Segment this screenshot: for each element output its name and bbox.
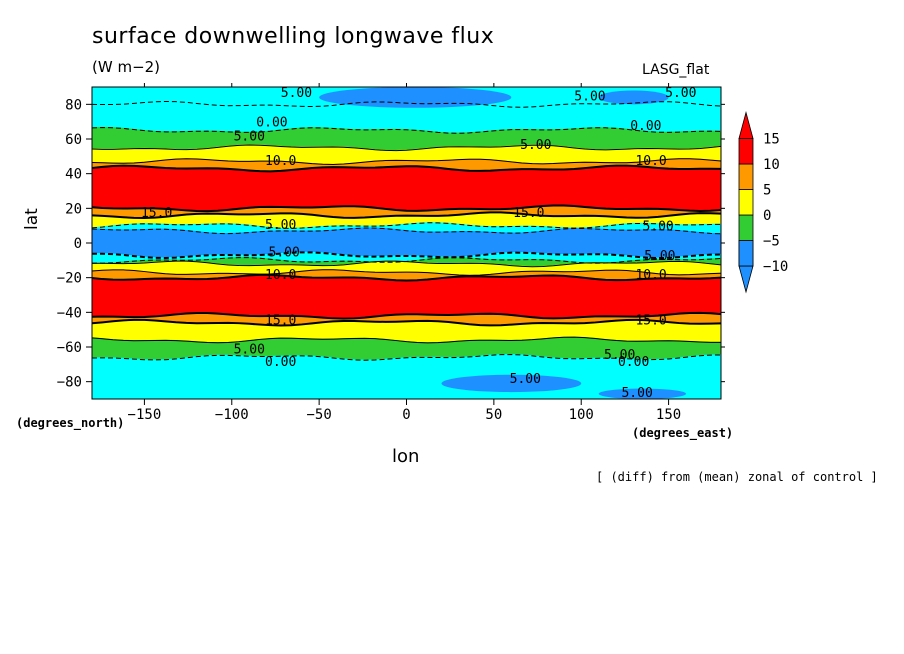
contour-label: 10.0 <box>265 268 296 283</box>
patch-fill <box>441 374 582 393</box>
band-fill <box>92 126 721 152</box>
patch-fill <box>319 87 512 108</box>
colorbar-label: 5 <box>763 183 771 199</box>
y-tick-label: −80 <box>57 375 82 391</box>
colorbar-extend-low <box>738 265 754 294</box>
colorbar-segment <box>738 214 754 241</box>
x-tick-label: 0 <box>402 407 410 423</box>
contour-label: 0.00 <box>256 116 287 131</box>
contour-label: 0.00 <box>618 355 649 370</box>
colorbar-label: −10 <box>763 259 788 275</box>
band-fill <box>92 227 721 259</box>
contour-label: 0.00 <box>265 355 296 370</box>
contour-line <box>92 260 721 268</box>
contour-label: 5.00 <box>665 86 696 101</box>
contour-label: 5.00 <box>574 90 605 105</box>
band-fill <box>92 165 721 212</box>
contour-line <box>92 127 721 134</box>
contour-label: 15.0 <box>265 313 296 328</box>
contour-label: 5.00 <box>269 246 300 261</box>
y-tick-label: −60 <box>57 340 82 356</box>
contour-line <box>92 269 721 276</box>
contour-line <box>92 273 721 282</box>
contour-label: 5.00 <box>621 386 652 401</box>
contour-line <box>92 336 721 344</box>
y-tick-label: 60 <box>65 132 82 148</box>
model-label: LASG_flat <box>642 62 710 78</box>
contour-line <box>92 204 721 213</box>
x-tick-label: −100 <box>215 407 249 423</box>
contour-label: 0.00 <box>630 119 661 134</box>
contour-line <box>92 251 721 260</box>
colorbar-label: 15 <box>763 132 780 148</box>
contour-label: 5.00 <box>644 249 675 264</box>
y-axis-units: (degrees_north) <box>16 416 125 430</box>
patch-fill <box>598 90 669 105</box>
contour-label: 5.00 <box>604 348 635 363</box>
footnote: [ (diff) from (mean) zonal of control ] <box>596 470 878 484</box>
x-tick-label: −50 <box>306 407 331 423</box>
contour-label: 5.00 <box>520 138 551 153</box>
y-tick-label: −20 <box>57 271 82 287</box>
colorbar-segment <box>738 138 754 165</box>
contour-label: 5.00 <box>281 86 312 101</box>
chart-title: surface downwelling longwave flux <box>92 24 495 49</box>
contour-label: 10.0 <box>265 154 296 169</box>
contour-label: 5.00 <box>510 372 541 387</box>
contour-label: 5.00 <box>234 343 265 358</box>
y-tick-label: 20 <box>65 201 82 217</box>
x-tick-label: 150 <box>656 407 681 423</box>
contour-line <box>92 144 721 152</box>
colorbar-label: 0 <box>763 208 771 224</box>
contour-line <box>92 222 721 229</box>
contour-label: 10.0 <box>635 154 666 169</box>
y-tick-label: 80 <box>65 97 82 113</box>
contour-label: 5.00 <box>265 218 296 233</box>
colorbar-segment <box>738 163 754 190</box>
contour-line <box>92 100 721 108</box>
contour-line <box>92 354 721 361</box>
x-axis-units: (degrees_east) <box>632 426 734 440</box>
contour-line <box>92 227 721 235</box>
contour-line <box>92 211 721 220</box>
y-tick-label: −40 <box>57 305 82 321</box>
patch-fill <box>598 388 687 399</box>
contour-label: 15.0 <box>635 313 666 328</box>
contour-label: 5.00 <box>642 220 673 235</box>
contour-line <box>92 311 721 320</box>
y-tick-label: 40 <box>65 167 82 183</box>
colorbar-label: −5 <box>763 234 780 250</box>
y-tick-label: 0 <box>74 236 82 252</box>
contour-line <box>92 318 721 327</box>
contour-label: 5.00 <box>234 130 265 145</box>
x-axis-label: lon <box>392 446 420 467</box>
colorbar-segment <box>738 240 754 267</box>
contour-label: 15.0 <box>513 206 544 221</box>
contour-label: 15.0 <box>141 206 172 221</box>
colorbar-segment <box>738 189 754 216</box>
x-tick-label: 50 <box>485 407 502 423</box>
contour-line <box>92 158 721 165</box>
units-label: (W m−2) <box>92 58 161 76</box>
colorbar-label: 10 <box>763 157 780 173</box>
contour-label: 10.0 <box>635 268 666 283</box>
colorbar-extend-high <box>738 110 754 139</box>
contour-line <box>92 164 721 173</box>
x-tick-label: 100 <box>569 407 594 423</box>
x-tick-label: −150 <box>128 407 162 423</box>
